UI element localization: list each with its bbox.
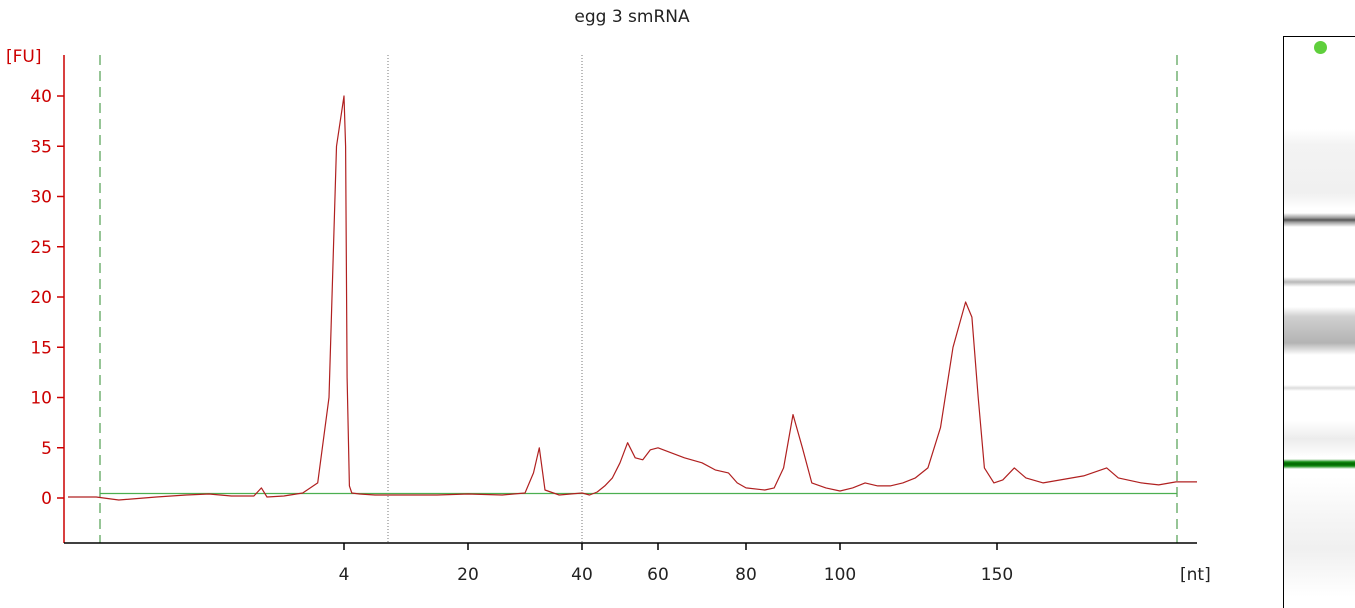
- x-tick-label: 80: [735, 565, 757, 585]
- y-tick-label: 30: [30, 188, 52, 208]
- y-tick-label: 15: [30, 338, 52, 358]
- y-tick-label: 0: [41, 489, 52, 509]
- y-tick-label: 35: [30, 137, 52, 157]
- y-tick-label: 25: [30, 238, 52, 258]
- x-ticks: 4 20 40 60 80 100 150: [339, 543, 1013, 585]
- axes: [63, 55, 1197, 544]
- gel-lane-image: [1283, 36, 1355, 608]
- x-tick-label: 20: [457, 565, 479, 585]
- y-tick-label: 5: [41, 439, 52, 459]
- x-tick-label: 4: [339, 565, 350, 585]
- guide-lines: [99, 55, 1178, 543]
- x-tick-label: 150: [981, 565, 1013, 585]
- y-ticks: 0 5 10 15 20 25 30 35 40: [30, 87, 64, 509]
- y-tick-label: 20: [30, 288, 52, 308]
- y-tick-label: 10: [30, 389, 52, 409]
- x-tick-label: 40: [571, 565, 593, 585]
- chart-title: egg 3 smRNA: [574, 7, 690, 27]
- x-axis-label: [nt]: [1180, 565, 1211, 585]
- marker-dot-icon: [1314, 41, 1327, 54]
- y-tick-label: 40: [30, 87, 52, 107]
- trace-group: [68, 95, 1197, 501]
- x-tick-label: 60: [647, 565, 669, 585]
- x-tick-label: 100: [824, 565, 856, 585]
- fluorescence-trace: [68, 95, 1197, 501]
- electropherogram-chart: egg 3 smRNA [FU] [nt] 0 5 10 15 20 25 30 35 40 4…: [6, 7, 1211, 585]
- y-axis-label: [FU]: [6, 47, 42, 67]
